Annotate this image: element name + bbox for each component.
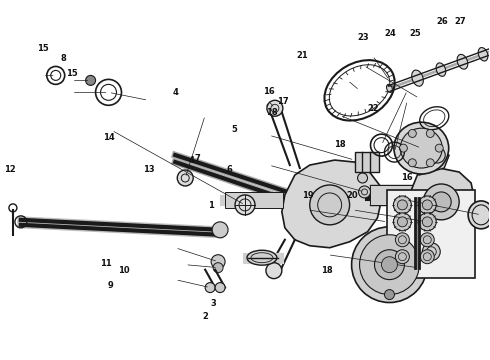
Circle shape (212, 222, 228, 238)
Polygon shape (407, 168, 474, 235)
Circle shape (382, 257, 397, 273)
Circle shape (408, 159, 416, 167)
Text: 7: 7 (195, 154, 200, 163)
Text: 16: 16 (263, 86, 274, 95)
Circle shape (397, 217, 407, 227)
Circle shape (211, 255, 225, 269)
Ellipse shape (412, 70, 423, 86)
Circle shape (426, 130, 434, 138)
Circle shape (352, 227, 427, 302)
Bar (355, 152, 379, 172)
Text: 3: 3 (210, 299, 216, 308)
Polygon shape (409, 233, 444, 260)
Circle shape (418, 196, 436, 214)
Bar (388, 190, 475, 278)
Text: 12: 12 (4, 166, 16, 175)
Circle shape (213, 263, 223, 273)
Circle shape (215, 283, 225, 293)
Polygon shape (415, 148, 449, 175)
Circle shape (360, 235, 419, 294)
Text: 15: 15 (66, 69, 77, 78)
Circle shape (359, 186, 370, 198)
Circle shape (205, 283, 215, 293)
Circle shape (395, 250, 409, 264)
Circle shape (385, 289, 394, 300)
Ellipse shape (457, 54, 468, 69)
Text: 26: 26 (437, 17, 448, 26)
Ellipse shape (436, 63, 446, 76)
Text: 25: 25 (409, 29, 421, 38)
Circle shape (418, 213, 436, 231)
Text: 24: 24 (385, 29, 396, 38)
Polygon shape (282, 160, 382, 248)
Ellipse shape (247, 250, 277, 265)
Ellipse shape (400, 128, 442, 168)
Ellipse shape (468, 201, 490, 229)
Ellipse shape (478, 48, 488, 61)
Bar (225, 192, 283, 208)
Circle shape (358, 173, 368, 183)
Circle shape (426, 159, 434, 167)
Circle shape (429, 147, 445, 163)
Circle shape (420, 233, 434, 247)
Text: 27: 27 (454, 17, 465, 26)
Circle shape (235, 195, 255, 215)
Ellipse shape (387, 84, 392, 93)
Text: 21: 21 (297, 51, 309, 60)
Circle shape (266, 263, 282, 279)
Text: 23: 23 (357, 33, 369, 42)
Text: 4: 4 (188, 156, 194, 165)
Circle shape (435, 144, 443, 152)
Text: 5: 5 (231, 125, 237, 134)
Text: 20: 20 (346, 190, 358, 199)
Text: 22: 22 (367, 104, 379, 113)
Text: 9: 9 (108, 281, 114, 290)
Text: 11: 11 (100, 259, 112, 268)
Circle shape (431, 192, 451, 212)
Text: 2: 2 (202, 312, 208, 321)
Circle shape (397, 200, 407, 210)
Text: 18: 18 (334, 140, 346, 149)
Text: 18: 18 (266, 108, 278, 117)
Text: 1: 1 (208, 201, 214, 210)
Text: 10: 10 (118, 266, 130, 275)
Circle shape (422, 243, 440, 261)
Circle shape (177, 170, 193, 186)
Text: 4: 4 (173, 87, 179, 96)
Bar (369, 185, 419, 205)
Circle shape (422, 217, 432, 227)
Ellipse shape (394, 122, 449, 174)
Text: 14: 14 (103, 133, 115, 142)
Circle shape (393, 213, 412, 231)
Text: 8: 8 (61, 54, 66, 63)
Text: 17: 17 (277, 97, 289, 106)
Circle shape (86, 75, 96, 85)
Circle shape (374, 250, 404, 280)
Circle shape (395, 233, 409, 247)
Text: 19: 19 (302, 190, 313, 199)
Circle shape (408, 130, 416, 138)
Circle shape (423, 184, 459, 220)
Circle shape (420, 250, 434, 264)
Text: 16: 16 (401, 173, 413, 182)
Text: 13: 13 (143, 165, 154, 174)
Text: 6: 6 (226, 165, 232, 174)
Circle shape (393, 196, 412, 214)
Text: 18: 18 (321, 266, 333, 275)
Text: 15: 15 (37, 44, 49, 53)
Circle shape (399, 144, 407, 152)
Circle shape (310, 185, 349, 225)
Circle shape (422, 200, 432, 210)
Circle shape (267, 100, 283, 116)
